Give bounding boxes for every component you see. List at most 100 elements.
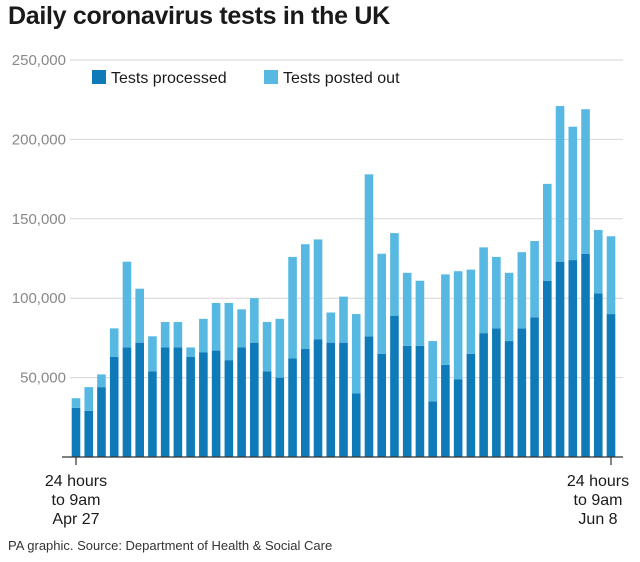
- bar-tests-posted-out: [199, 318, 208, 353]
- legend-label-posted: Tests posted out: [283, 70, 400, 87]
- bar-tests-posted-out: [326, 312, 336, 343]
- bar-tests-posted-out: [479, 247, 488, 334]
- bar-tests-posted-out: [313, 239, 323, 340]
- bar-tests-processed: [390, 315, 399, 457]
- chart-title: Daily coronavirus tests in the UK: [8, 2, 390, 30]
- bar-tests-processed: [555, 261, 565, 457]
- bar-tests-posted-out: [453, 271, 463, 380]
- x-label-first: Apr 27: [52, 511, 99, 528]
- bar-tests-posted-out: [262, 322, 272, 372]
- bar-tests-processed: [275, 377, 285, 457]
- bar-tests-posted-out: [300, 244, 310, 350]
- bar-tests-processed: [160, 347, 170, 457]
- x-label-first: 24 hours: [45, 473, 107, 490]
- bar-tests-posted-out: [148, 336, 157, 372]
- bar-tests-posted-out: [71, 398, 81, 408]
- bar-tests-posted-out: [402, 272, 412, 346]
- bar-tests-posted-out: [466, 269, 476, 354]
- bar-tests-posted-out: [84, 387, 94, 411]
- bar-tests-processed: [593, 293, 603, 457]
- bar-tests-posted-out: [517, 252, 527, 329]
- y-tick-label: 200,000: [12, 131, 66, 148]
- bar-tests-processed: [313, 339, 323, 457]
- x-label-last: 24 hours: [567, 473, 629, 490]
- x-label-last: Jun 8: [578, 511, 617, 528]
- bar-tests-posted-out: [377, 253, 387, 354]
- bar-tests-processed: [606, 314, 616, 457]
- legend-label-processed: Tests processed: [111, 70, 227, 87]
- bar-tests-processed: [173, 347, 183, 457]
- bar-tests-processed: [351, 393, 361, 457]
- bar-tests-processed: [339, 342, 348, 457]
- bar-tests-posted-out: [441, 274, 450, 365]
- bar-tests-processed: [453, 379, 463, 457]
- bar-tests-posted-out: [492, 256, 501, 329]
- bar-tests-processed: [199, 352, 208, 457]
- bar-tests-posted-out: [581, 109, 590, 254]
- bar-tests-posted-out: [390, 233, 399, 316]
- bar-tests-posted-out: [593, 229, 603, 294]
- bar-tests-posted-out: [288, 256, 297, 359]
- bar-tests-posted-out: [555, 106, 565, 262]
- bar-tests-processed: [428, 401, 437, 457]
- bar-tests-processed: [109, 356, 119, 457]
- bar-tests-posted-out: [109, 328, 119, 357]
- bar-tests-posted-out: [339, 296, 348, 343]
- bar-tests-posted-out: [250, 298, 259, 343]
- bar-tests-posted-out: [568, 126, 578, 261]
- bar-tests-posted-out: [415, 280, 425, 346]
- bar-tests-processed: [530, 317, 539, 457]
- bar-tests-processed: [326, 342, 336, 457]
- bar-tests-processed: [211, 350, 221, 457]
- bar-tests-posted-out: [173, 322, 183, 348]
- y-tick-label: 250,000: [12, 52, 66, 69]
- bar-tests-processed: [300, 349, 310, 457]
- x-label-last: to 9am: [574, 492, 623, 509]
- bar-tests-processed: [492, 328, 501, 457]
- bar-tests-processed: [224, 360, 234, 457]
- bar-tests-processed: [581, 253, 590, 457]
- bar-tests-posted-out: [530, 241, 539, 318]
- bar-tests-posted-out: [543, 183, 552, 281]
- bar-tests-posted-out: [160, 322, 170, 348]
- bar-tests-processed: [148, 371, 157, 457]
- bar-tests-processed: [262, 371, 272, 457]
- bar-tests-processed: [441, 364, 450, 457]
- y-tick-label: 50,000: [20, 370, 66, 387]
- bar-tests-processed: [364, 336, 374, 457]
- bar-tests-processed: [237, 347, 246, 457]
- y-tick-label: 150,000: [12, 211, 66, 228]
- y-tick-label: 100,000: [12, 290, 66, 307]
- bar-tests-processed: [479, 333, 488, 457]
- legend-swatch-processed: [92, 70, 106, 84]
- bar-tests-posted-out: [97, 374, 106, 388]
- bar-tests-processed: [84, 410, 94, 457]
- bar-tests-posted-out: [504, 272, 514, 342]
- source-note: PA graphic. Source: Department of Health…: [8, 538, 333, 553]
- bar-tests-processed: [466, 353, 476, 457]
- x-label-first: to 9am: [52, 492, 101, 509]
- bar-tests-processed: [250, 342, 259, 457]
- bar-tests-processed: [97, 387, 106, 457]
- bar-tests-processed: [543, 280, 552, 457]
- bar-tests-posted-out: [122, 261, 132, 348]
- bar-tests-posted-out: [135, 288, 144, 343]
- bar-tests-posted-out: [428, 341, 437, 402]
- bar-tests-posted-out: [211, 302, 221, 351]
- bar-tests-posted-out: [606, 236, 616, 315]
- bar-tests-processed: [517, 328, 527, 457]
- bar-tests-processed: [122, 347, 132, 457]
- bar-tests-processed: [415, 345, 425, 457]
- bar-tests-processed: [402, 345, 412, 457]
- bar-tests-posted-out: [275, 318, 285, 378]
- bar-tests-posted-out: [351, 314, 361, 394]
- bar-tests-processed: [504, 341, 514, 457]
- bar-tests-processed: [71, 407, 81, 457]
- bar-tests-processed: [288, 358, 297, 457]
- bar-tests-processed: [377, 353, 387, 457]
- bar-tests-posted-out: [364, 174, 374, 337]
- bar-tests-posted-out: [186, 347, 195, 357]
- bar-tests-posted-out: [224, 302, 234, 361]
- bar-tests-processed: [135, 342, 144, 457]
